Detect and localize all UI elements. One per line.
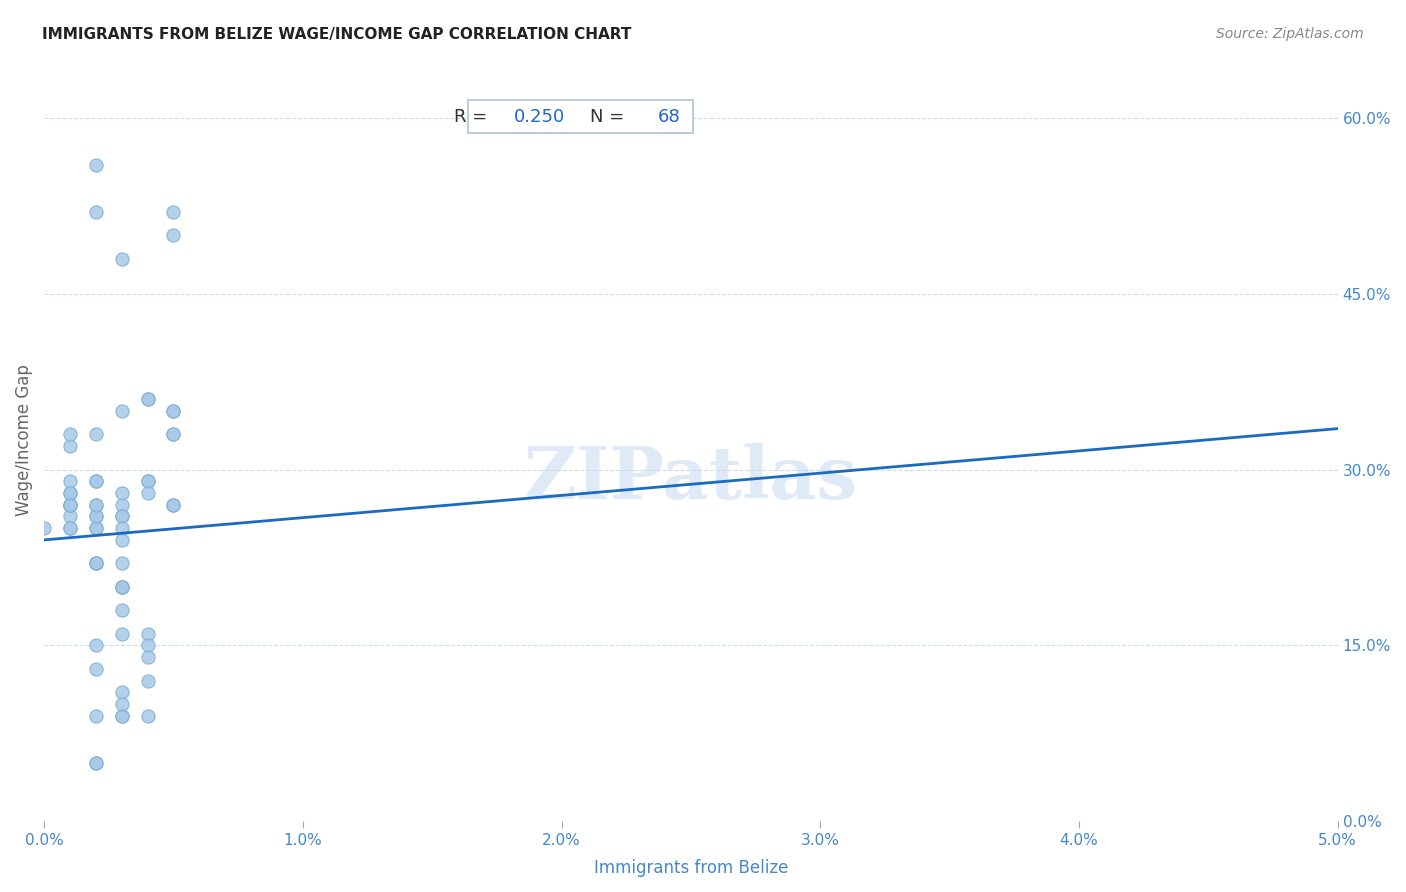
Point: [59, 498, 82, 512]
Point: [162, 427, 184, 442]
Point: [59, 521, 82, 535]
Point: [84, 205, 107, 219]
Point: [111, 533, 134, 547]
Point: [111, 557, 134, 571]
Point: [111, 580, 134, 594]
Point: [162, 404, 184, 418]
Point: [111, 626, 134, 640]
Point: [59, 427, 82, 442]
Point: [84, 475, 107, 489]
Point: [136, 486, 159, 500]
Point: [84, 509, 107, 524]
Point: [111, 685, 134, 699]
Point: [111, 498, 134, 512]
Point: [162, 404, 184, 418]
Point: [84, 708, 107, 723]
Point: [136, 392, 159, 407]
Point: [84, 498, 107, 512]
Point: [111, 521, 134, 535]
Point: [59, 486, 82, 500]
Point: [111, 708, 134, 723]
Point: [111, 252, 134, 266]
Text: N =: N =: [591, 108, 630, 126]
Point: [59, 509, 82, 524]
Point: [111, 603, 134, 617]
Point: [59, 498, 82, 512]
Point: [136, 475, 159, 489]
Point: [111, 404, 134, 418]
Point: [84, 756, 107, 770]
Y-axis label: Wage/Income Gap: Wage/Income Gap: [15, 365, 32, 516]
Point: [84, 638, 107, 652]
Point: [111, 580, 134, 594]
Point: [111, 580, 134, 594]
Point: [59, 521, 82, 535]
Point: [111, 697, 134, 711]
Point: [136, 673, 159, 688]
Text: R =: R =: [454, 108, 494, 126]
Point: [162, 427, 184, 442]
Point: [136, 638, 159, 652]
Point: [136, 392, 159, 407]
Point: [111, 708, 134, 723]
Point: [59, 439, 82, 453]
Point: [111, 509, 134, 524]
Point: [162, 205, 184, 219]
Text: ZIPatlas: ZIPatlas: [524, 443, 858, 514]
Point: [111, 486, 134, 500]
Text: IMMIGRANTS FROM BELIZE WAGE/INCOME GAP CORRELATION CHART: IMMIGRANTS FROM BELIZE WAGE/INCOME GAP C…: [42, 27, 631, 42]
Text: 68: 68: [658, 108, 681, 126]
Point: [32, 521, 55, 535]
Point: [84, 557, 107, 571]
Point: [84, 521, 107, 535]
Point: [59, 498, 82, 512]
Point: [84, 509, 107, 524]
Point: [59, 475, 82, 489]
Point: [84, 475, 107, 489]
Point: [84, 521, 107, 535]
Point: [59, 498, 82, 512]
Point: [136, 708, 159, 723]
Text: R = 0.250    N = 68: R = 0.250 N = 68: [475, 108, 686, 126]
Point: [162, 498, 184, 512]
Point: [136, 650, 159, 665]
Text: 0.250: 0.250: [515, 108, 565, 126]
Point: [84, 498, 107, 512]
Point: [162, 228, 184, 243]
Point: [111, 509, 134, 524]
Point: [59, 486, 82, 500]
Point: [84, 557, 107, 571]
Point: [84, 756, 107, 770]
Point: [84, 662, 107, 676]
Point: [84, 427, 107, 442]
Point: [136, 475, 159, 489]
Text: Source: ZipAtlas.com: Source: ZipAtlas.com: [1216, 27, 1364, 41]
Point: [136, 626, 159, 640]
X-axis label: Immigrants from Belize: Immigrants from Belize: [593, 859, 787, 877]
Point: [84, 158, 107, 172]
Point: [84, 557, 107, 571]
Point: [162, 498, 184, 512]
